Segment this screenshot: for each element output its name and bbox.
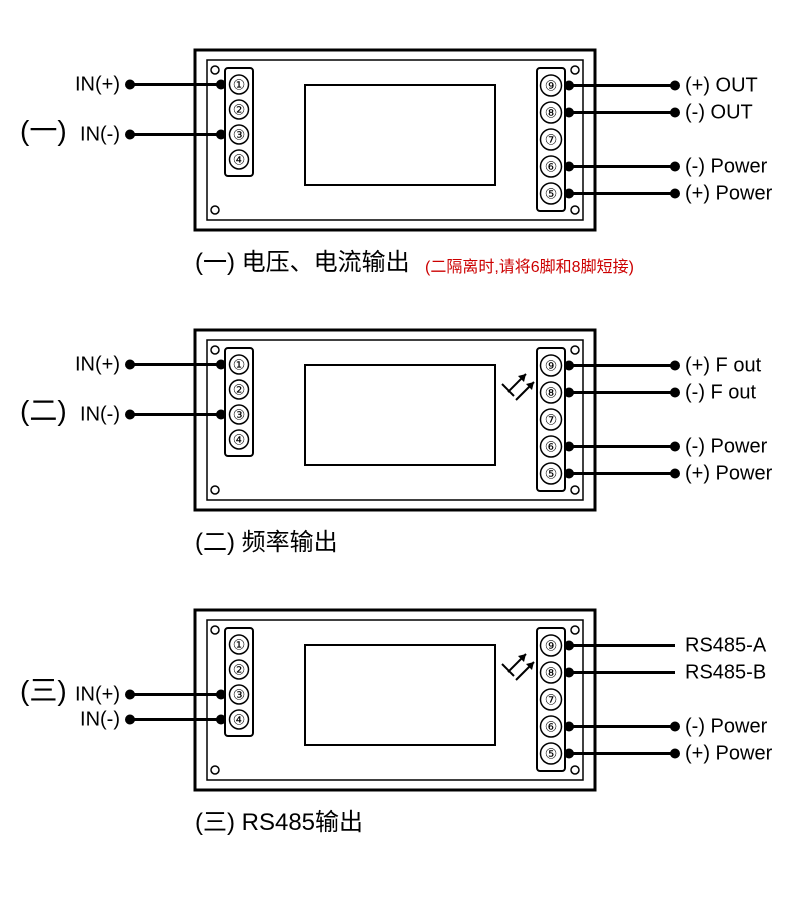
svg-text:③: ③ xyxy=(233,127,246,143)
svg-text:⑧: ⑧ xyxy=(545,665,558,681)
svg-text:⑨: ⑨ xyxy=(545,78,558,94)
svg-text:⑤: ⑤ xyxy=(545,186,558,202)
svg-text:②: ② xyxy=(233,102,246,118)
svg-text:①: ① xyxy=(233,637,246,653)
svg-text:④: ④ xyxy=(233,712,246,728)
svg-text:⑦: ⑦ xyxy=(545,412,558,428)
svg-text:③: ③ xyxy=(233,687,246,703)
pin-label: (-) F out xyxy=(685,382,757,404)
svg-text:②: ② xyxy=(233,662,246,678)
svg-text:⑥: ⑥ xyxy=(545,159,558,175)
svg-text:⑦: ⑦ xyxy=(545,132,558,148)
svg-text:⑥: ⑥ xyxy=(545,719,558,735)
pin-label: (+) F out xyxy=(685,355,762,377)
svg-text:①: ① xyxy=(233,357,246,373)
pin-label: RS485-A xyxy=(685,635,767,657)
svg-text:⑨: ⑨ xyxy=(545,638,558,654)
wiring-diagram: ① ② ③ ④ ⑨ ⑧ ⑦ ⑥ ⑤ IN(+) IN(-) (+) OUT (-) OUT (-) Pow… xyxy=(0,0,789,915)
pin-label: IN(-) xyxy=(80,404,120,426)
svg-text:⑧: ⑧ xyxy=(545,385,558,401)
pin-label: IN(-) xyxy=(80,124,120,146)
pin-label: IN(+) xyxy=(75,354,120,376)
caption: (二) 频率输出 xyxy=(195,529,338,556)
svg-text:②: ② xyxy=(233,382,246,398)
svg-text:①: ① xyxy=(233,77,246,93)
pin-label: IN(+) xyxy=(75,74,120,96)
pin-label: (+) OUT xyxy=(685,75,758,97)
pin-label: (+) Power xyxy=(685,183,773,205)
isolation-note: (二隔离时,请将6脚和8脚短接) xyxy=(425,258,634,276)
pin-label: (-) Power xyxy=(685,436,768,458)
pin-label: (-) Power xyxy=(685,716,768,738)
pin-label: (-) Power xyxy=(685,156,768,178)
svg-text:⑨: ⑨ xyxy=(545,358,558,374)
section-label: (二) xyxy=(20,395,67,426)
svg-text:⑤: ⑤ xyxy=(545,746,558,762)
pin-label: IN(-) xyxy=(80,709,120,731)
pin-label: (-) OUT xyxy=(685,102,753,124)
caption: (三) RS485输出 xyxy=(195,809,363,836)
pin-label: (+) Power xyxy=(685,743,773,765)
svg-text:④: ④ xyxy=(233,152,246,168)
svg-text:⑦: ⑦ xyxy=(545,692,558,708)
section-label: (三) xyxy=(20,675,67,706)
caption: (一) 电压、电流输出 xyxy=(195,249,410,276)
pin-label: IN(+) xyxy=(75,684,120,706)
svg-text:⑥: ⑥ xyxy=(545,439,558,455)
pin-label: (+) Power xyxy=(685,463,773,485)
section-label: (一) xyxy=(20,115,67,146)
pin-label: RS485-B xyxy=(685,662,766,684)
svg-text:⑤: ⑤ xyxy=(545,466,558,482)
svg-text:③: ③ xyxy=(233,407,246,423)
svg-text:⑧: ⑧ xyxy=(545,105,558,121)
svg-text:④: ④ xyxy=(233,432,246,448)
